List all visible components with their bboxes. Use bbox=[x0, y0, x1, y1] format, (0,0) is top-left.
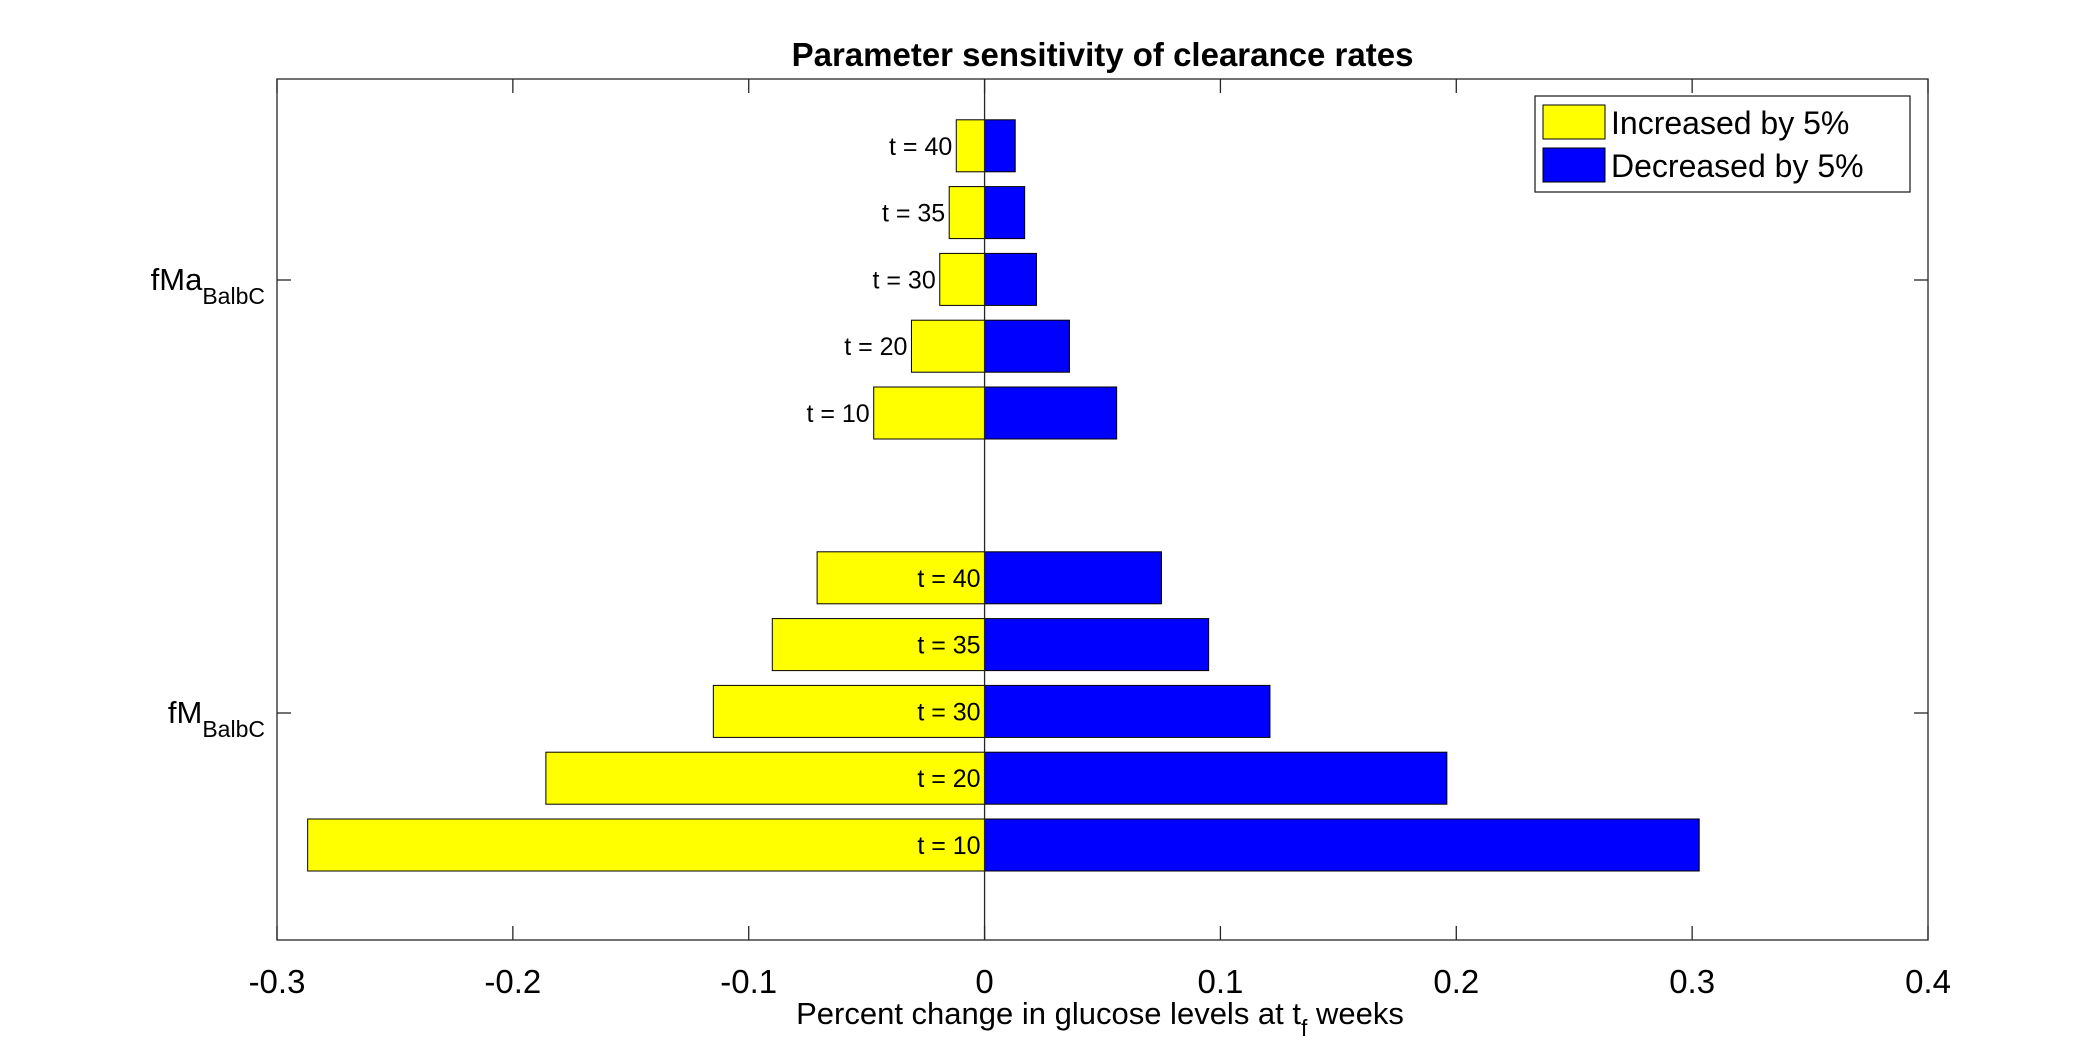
bar-increased bbox=[955, 119, 986, 173]
x-axis-label-suffix: weeks bbox=[1307, 996, 1403, 1031]
category-label: fMBalbC bbox=[168, 695, 265, 742]
legend-swatch bbox=[1542, 104, 1606, 140]
bar-time-label: t = 10 bbox=[806, 400, 869, 428]
category-subscript: BalbC bbox=[202, 716, 265, 742]
bars-layer: t = 10 t = 20 t = 30 t = 35 t = 40 t = 10 t = … bbox=[307, 119, 1700, 872]
x-tick-label: 0.2 bbox=[1433, 963, 1479, 1000]
bar-increased bbox=[771, 618, 986, 672]
bar-increased bbox=[307, 818, 986, 872]
bar-time-label: t = 35 bbox=[882, 200, 945, 228]
plot-frame bbox=[276, 78, 1929, 941]
bar-increased bbox=[816, 551, 986, 605]
bar-increased bbox=[712, 684, 986, 738]
bar-decreased bbox=[984, 119, 1016, 173]
bar-time-label: t = 40 bbox=[917, 565, 980, 593]
bar-decreased bbox=[984, 319, 1070, 373]
category-name: fM bbox=[168, 695, 202, 730]
bar-decreased bbox=[984, 551, 1162, 605]
chart-title: Parameter sensitivity of clearance rates bbox=[792, 36, 1414, 73]
bar-time-label: t = 35 bbox=[917, 632, 980, 660]
category-name: fMa bbox=[151, 262, 203, 297]
bar-decreased bbox=[984, 618, 1210, 672]
bar-decreased bbox=[984, 186, 1026, 240]
category-subscript: BalbC bbox=[202, 283, 265, 309]
x-tick-label: 0.4 bbox=[1905, 963, 1951, 1000]
x-tick-label: -0.1 bbox=[720, 963, 777, 1000]
bar-time-label: t = 30 bbox=[873, 266, 936, 294]
x-tick-label: -0.2 bbox=[484, 963, 541, 1000]
bar-time-label: t = 20 bbox=[844, 333, 907, 361]
legend-swatch bbox=[1542, 147, 1606, 183]
bar-time-label: t = 30 bbox=[917, 698, 980, 726]
legend-entry-label: Increased by 5% bbox=[1611, 105, 1849, 141]
bar-increased bbox=[939, 252, 986, 306]
x-tick-label: 0 bbox=[975, 963, 993, 1000]
bar-time-label: t = 40 bbox=[889, 133, 952, 161]
x-axis-label-subscript: f bbox=[1301, 1015, 1308, 1040]
bar-increased bbox=[545, 751, 986, 805]
axes-box bbox=[276, 78, 1929, 941]
x-axis-label-prefix: Percent change in glucose levels at t bbox=[796, 996, 1301, 1031]
bar-increased bbox=[910, 319, 986, 373]
legend-entry-label: Decreased by 5% bbox=[1611, 148, 1864, 184]
bar-decreased bbox=[984, 751, 1448, 805]
x-tick-label: -0.3 bbox=[249, 963, 306, 1000]
bar-time-label: t = 20 bbox=[917, 765, 980, 793]
x-axis-label: Percent change in glucose levels at tf w… bbox=[796, 996, 1404, 1040]
category-label: fMaBalbC bbox=[151, 262, 265, 309]
bar-decreased bbox=[984, 684, 1271, 738]
legend: Increased by 5% Decreased by 5% bbox=[1534, 95, 1911, 193]
x-tick-label: 0.3 bbox=[1669, 963, 1715, 1000]
bar-increased bbox=[873, 386, 986, 440]
bar-time-label: t = 10 bbox=[917, 832, 980, 860]
bar-decreased bbox=[984, 818, 1700, 872]
x-tick-label: 0.1 bbox=[1197, 963, 1243, 1000]
bar-decreased bbox=[984, 386, 1118, 440]
bar-decreased bbox=[984, 252, 1037, 306]
bar-increased bbox=[948, 186, 986, 240]
x-axis-ticks: -0.3 -0.2 -0.1 0 0.1 0.2 0.3 0.4 bbox=[249, 79, 1951, 1000]
